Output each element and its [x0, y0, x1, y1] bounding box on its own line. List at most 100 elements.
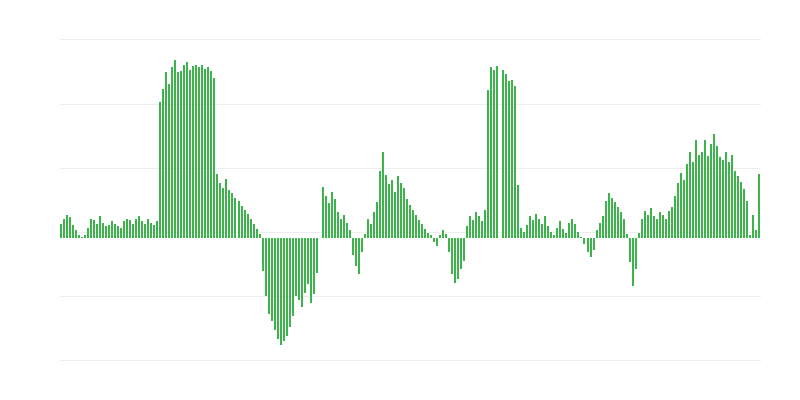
bar — [649, 208, 652, 238]
bar — [709, 144, 712, 238]
bar — [484, 209, 487, 238]
bar — [673, 195, 676, 238]
bar — [243, 209, 246, 238]
bar — [69, 216, 72, 238]
bar — [676, 182, 679, 238]
bar — [288, 238, 291, 327]
bar — [643, 211, 646, 238]
bar — [384, 175, 387, 238]
bar — [631, 238, 634, 286]
bar — [219, 182, 222, 238]
bar — [363, 234, 366, 238]
bar — [138, 216, 141, 238]
bar — [285, 238, 288, 336]
bar — [517, 185, 520, 238]
bar — [469, 216, 472, 238]
bar — [418, 220, 421, 238]
bar — [252, 223, 255, 238]
bar — [550, 231, 553, 238]
bar — [448, 238, 451, 253]
bar — [258, 234, 261, 238]
bar — [372, 212, 375, 238]
bar — [577, 231, 580, 238]
bar — [303, 238, 306, 294]
bar — [475, 212, 478, 238]
bar — [724, 151, 727, 238]
bar — [360, 238, 363, 253]
bar — [276, 238, 279, 340]
bar — [231, 193, 234, 238]
bar — [583, 238, 586, 245]
bar — [273, 238, 276, 331]
bar — [439, 235, 442, 238]
bar — [399, 182, 402, 238]
bar — [562, 229, 565, 238]
bar — [105, 226, 108, 238]
bar — [102, 222, 105, 238]
bar — [189, 69, 192, 238]
bar — [592, 238, 595, 250]
bar — [412, 209, 414, 238]
bar — [228, 190, 231, 238]
bar — [493, 69, 496, 238]
bar — [625, 234, 628, 238]
bar — [427, 232, 430, 238]
bar — [216, 173, 219, 238]
bar — [297, 238, 300, 300]
bar — [348, 230, 351, 238]
bar — [393, 191, 396, 238]
bar — [727, 162, 730, 238]
bar — [646, 214, 649, 238]
bar — [171, 67, 174, 238]
bar — [351, 238, 354, 255]
bar — [607, 193, 610, 238]
bar — [742, 189, 745, 238]
bar — [339, 218, 342, 238]
bar — [466, 226, 469, 238]
bar — [147, 218, 150, 238]
bar — [330, 191, 333, 238]
bar — [234, 198, 237, 238]
gridline — [60, 39, 761, 40]
bar — [60, 223, 62, 238]
bar — [132, 223, 135, 238]
bar — [186, 62, 189, 238]
bar — [165, 72, 168, 238]
bar — [183, 64, 186, 238]
bar — [730, 154, 733, 238]
bar — [72, 225, 75, 238]
bar — [78, 235, 81, 238]
bar — [505, 73, 508, 238]
bar — [129, 220, 132, 238]
bar — [327, 203, 330, 238]
bar — [342, 214, 345, 238]
bar — [405, 199, 408, 238]
bar — [682, 180, 685, 238]
bar — [96, 223, 99, 238]
bar — [691, 162, 694, 238]
bar — [745, 200, 748, 238]
bar — [694, 140, 697, 238]
bar — [366, 218, 369, 238]
bar — [192, 65, 195, 238]
bar — [144, 223, 147, 238]
bar — [249, 218, 252, 238]
bar — [66, 214, 69, 238]
bar — [733, 171, 736, 238]
bar — [736, 176, 739, 238]
bar — [553, 235, 556, 238]
bar — [213, 77, 216, 238]
bar — [300, 238, 303, 308]
bar — [511, 80, 514, 238]
bar — [610, 198, 613, 238]
bar — [754, 230, 757, 238]
bar — [261, 238, 264, 272]
bar — [93, 220, 96, 238]
bar — [267, 238, 270, 314]
bar — [433, 238, 436, 242]
bar — [529, 216, 532, 238]
bar — [496, 65, 499, 238]
bar — [658, 212, 661, 238]
bar — [424, 229, 427, 238]
bar — [237, 200, 240, 238]
